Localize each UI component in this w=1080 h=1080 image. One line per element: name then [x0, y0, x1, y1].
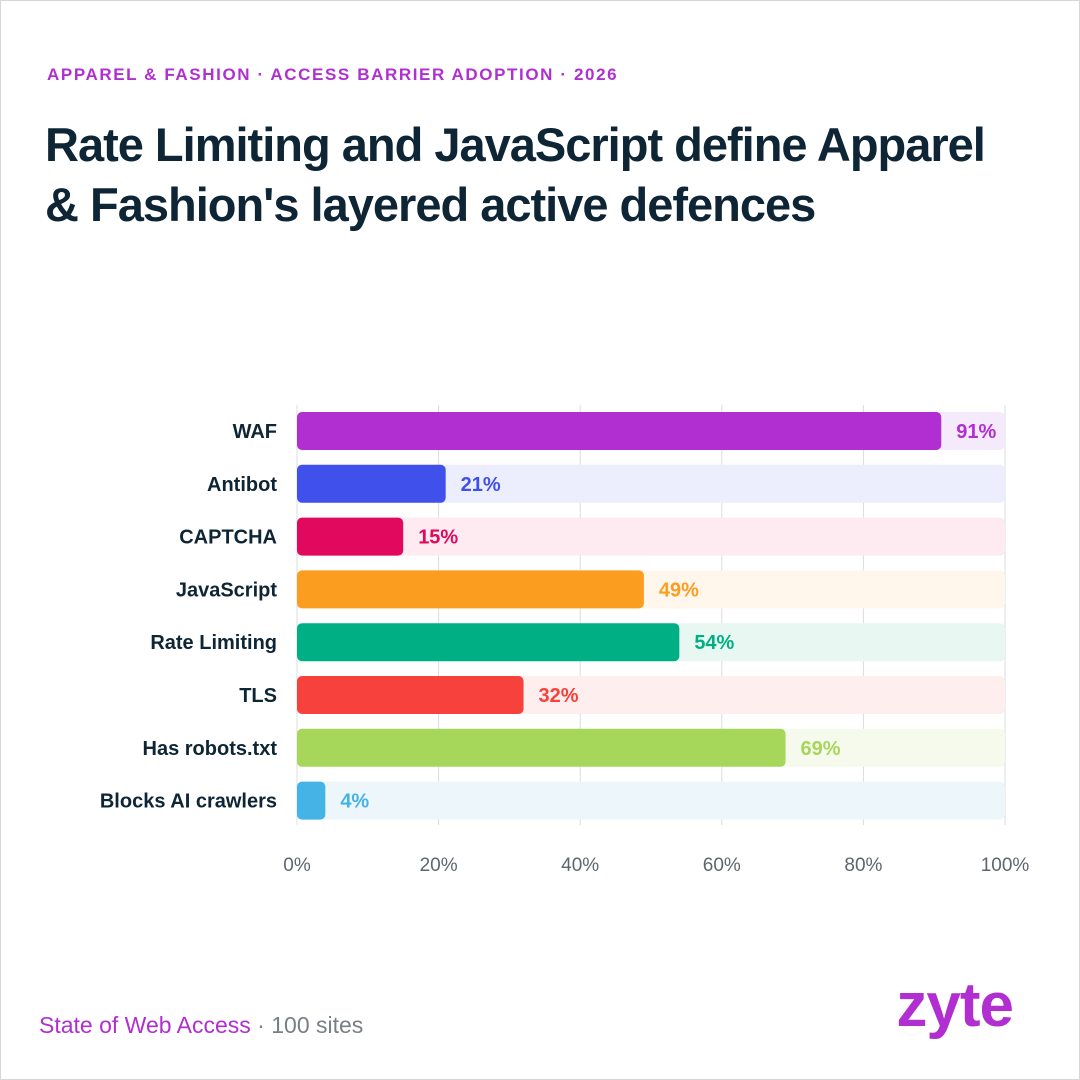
data-label: 91%	[956, 421, 996, 443]
bar	[297, 412, 942, 450]
bar	[297, 464, 446, 503]
footer-source-name: State of Web Access	[39, 1012, 251, 1038]
data-label: 54%	[694, 632, 734, 654]
category-label: Has robots.txt	[143, 738, 278, 760]
bar-track	[297, 464, 1005, 503]
bars	[297, 412, 942, 820]
x-tick-label: 40%	[561, 855, 599, 876]
category-label: Blocks AI crawlers	[100, 791, 277, 813]
x-tick-label: 80%	[844, 855, 882, 876]
value-labels: 91% 21% 15% 49% 54% 32% 69% 4%	[340, 421, 996, 813]
eyebrow-label: APPAREL & FASHION · ACCESS BARRIER ADOPT…	[47, 65, 619, 84]
category-label: JavaScript	[176, 579, 278, 601]
bar-chart: WAF Antibot CAPTCHA JavaScript Rate Limiting…	[100, 405, 1029, 876]
bar	[297, 623, 680, 662]
bar	[297, 676, 524, 714]
bar-track	[297, 781, 1005, 820]
chart-title: Rate Limiting and JavaScript define Appa…	[45, 118, 986, 231]
bar	[297, 570, 644, 609]
x-axis-ticks: 0% 20% 40% 60% 80% 100%	[283, 855, 1029, 876]
data-label: 4%	[340, 791, 369, 813]
bar-track	[297, 517, 1005, 556]
data-label: 21%	[461, 474, 501, 496]
data-label: 69%	[801, 738, 841, 760]
x-tick-label: 0%	[283, 855, 311, 876]
x-tick-label: 20%	[420, 855, 458, 876]
data-label: 32%	[539, 685, 579, 707]
footer-source: State of Web Access · 100 sites	[39, 1012, 363, 1039]
category-label: TLS	[239, 685, 277, 707]
x-tick-label: 100%	[981, 855, 1030, 876]
category-label: Antibot	[207, 474, 277, 496]
category-labels: WAF Antibot CAPTCHA JavaScript Rate Limiting…	[100, 421, 277, 813]
data-label: 49%	[659, 579, 699, 601]
category-label: CAPTCHA	[179, 527, 277, 549]
x-tick-label: 60%	[703, 855, 741, 876]
bar	[297, 517, 404, 556]
category-label: Rate Limiting	[150, 632, 277, 654]
bar	[297, 781, 326, 820]
data-label: 15%	[418, 527, 458, 549]
footer-separator: ·	[250, 1012, 272, 1038]
category-label: WAF	[233, 421, 277, 443]
bar	[297, 728, 786, 767]
zyte-logo: zyte	[896, 971, 1014, 1040]
footer-sample-size: 100 sites	[271, 1012, 364, 1038]
